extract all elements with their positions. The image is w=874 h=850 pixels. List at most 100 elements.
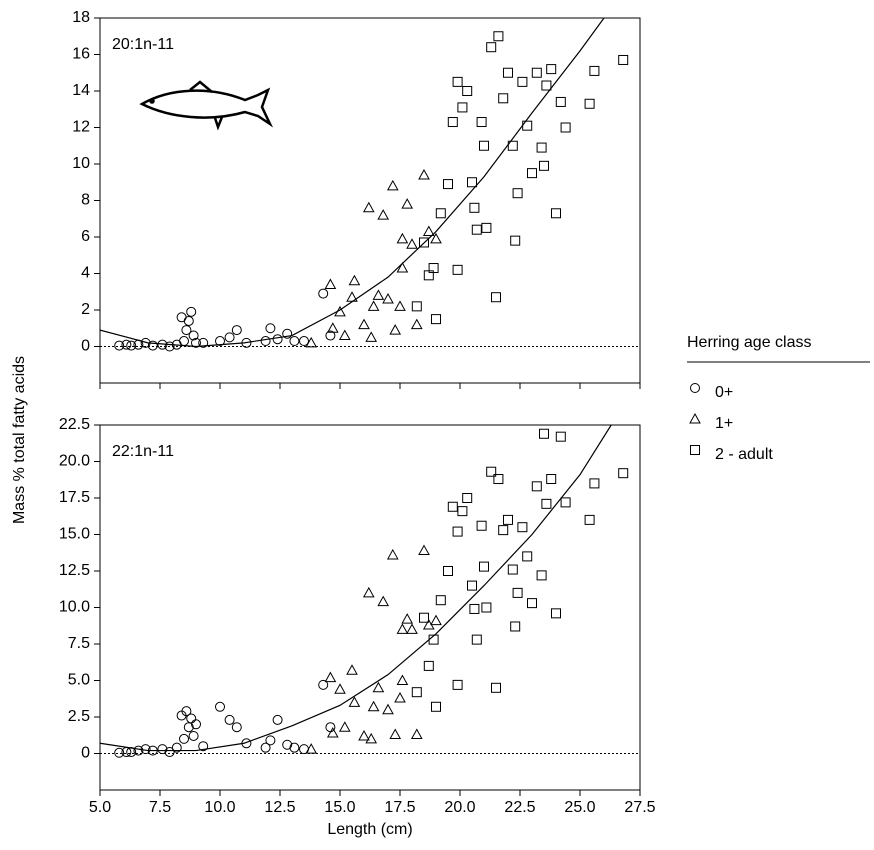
- point: [289, 742, 300, 753]
- point: [479, 140, 489, 151]
- point: [382, 703, 394, 715]
- legend-marker: [690, 383, 700, 393]
- point: [503, 67, 513, 78]
- point: [452, 526, 463, 537]
- x-tick-label: 17.5: [384, 799, 415, 816]
- point: [401, 613, 414, 624]
- point: [114, 340, 125, 351]
- point: [377, 209, 390, 220]
- point: [147, 340, 158, 351]
- legend-label: 1+: [715, 415, 733, 432]
- point: [365, 331, 378, 342]
- point: [188, 730, 199, 741]
- point: [428, 263, 439, 274]
- point: [422, 225, 435, 237]
- point: [481, 222, 492, 233]
- y-tick-label: 0: [81, 338, 90, 355]
- point: [486, 466, 497, 477]
- point: [346, 664, 358, 675]
- point: [334, 683, 346, 694]
- point: [493, 474, 504, 485]
- point: [539, 428, 549, 439]
- point: [186, 713, 197, 724]
- point: [411, 301, 422, 312]
- panel-label: 22:1n-11: [112, 443, 174, 460]
- point: [358, 318, 370, 330]
- x-tick-label: 22.5: [504, 799, 535, 816]
- point: [231, 722, 242, 733]
- point: [179, 336, 189, 347]
- y-tick-label: 7.5: [68, 635, 90, 652]
- point: [348, 274, 361, 286]
- point: [555, 431, 566, 442]
- point: [386, 548, 399, 560]
- point: [423, 660, 434, 671]
- point: [486, 42, 497, 53]
- point: [467, 177, 477, 188]
- point: [522, 551, 533, 562]
- point: [358, 729, 370, 741]
- point: [512, 188, 523, 199]
- point: [164, 341, 175, 352]
- point: [560, 497, 571, 508]
- point: [386, 179, 399, 191]
- legend-title: Herring age class: [687, 334, 812, 351]
- point: [410, 728, 423, 740]
- point: [389, 324, 402, 335]
- point: [447, 501, 458, 512]
- point: [430, 614, 442, 626]
- x-tick-label: 12.5: [264, 799, 295, 816]
- y-tick-label: 18: [72, 9, 90, 26]
- point: [531, 481, 542, 492]
- point: [527, 598, 537, 609]
- point: [467, 580, 477, 591]
- point: [507, 564, 518, 575]
- point: [536, 142, 547, 153]
- point: [224, 332, 235, 343]
- legend-marker: [689, 412, 701, 424]
- point: [324, 278, 337, 289]
- point: [260, 336, 271, 347]
- point: [181, 706, 192, 717]
- point: [377, 595, 390, 607]
- y-tick-label: 20.0: [59, 453, 90, 470]
- point: [419, 237, 429, 248]
- point: [305, 336, 318, 348]
- point: [430, 232, 442, 244]
- point: [396, 674, 409, 685]
- y-tick-label: 15.0: [59, 526, 90, 543]
- point: [411, 687, 422, 698]
- point: [157, 744, 168, 755]
- point: [462, 493, 473, 503]
- point: [365, 732, 378, 744]
- point: [471, 634, 482, 645]
- point: [401, 198, 414, 209]
- point: [457, 102, 468, 113]
- y-tick-label: 5.0: [68, 672, 90, 689]
- point: [179, 733, 189, 744]
- point: [536, 570, 547, 581]
- point: [272, 334, 283, 345]
- point: [126, 340, 137, 351]
- point: [555, 96, 566, 107]
- point: [418, 544, 430, 556]
- legend-label: 0+: [715, 384, 733, 401]
- point: [479, 561, 489, 572]
- point: [372, 681, 385, 693]
- point: [372, 289, 385, 300]
- point: [394, 691, 406, 703]
- y-tick-label: 0: [81, 745, 90, 762]
- point: [457, 506, 468, 517]
- y-tick-label: 17.5: [59, 489, 90, 506]
- point: [396, 261, 409, 273]
- point: [171, 742, 182, 753]
- point: [431, 701, 441, 712]
- point: [452, 264, 463, 275]
- point: [394, 300, 406, 311]
- point: [546, 64, 557, 75]
- point: [410, 318, 423, 330]
- point: [498, 525, 509, 536]
- point: [133, 745, 144, 756]
- point: [551, 208, 561, 219]
- x-tick-label: 25.0: [564, 799, 595, 816]
